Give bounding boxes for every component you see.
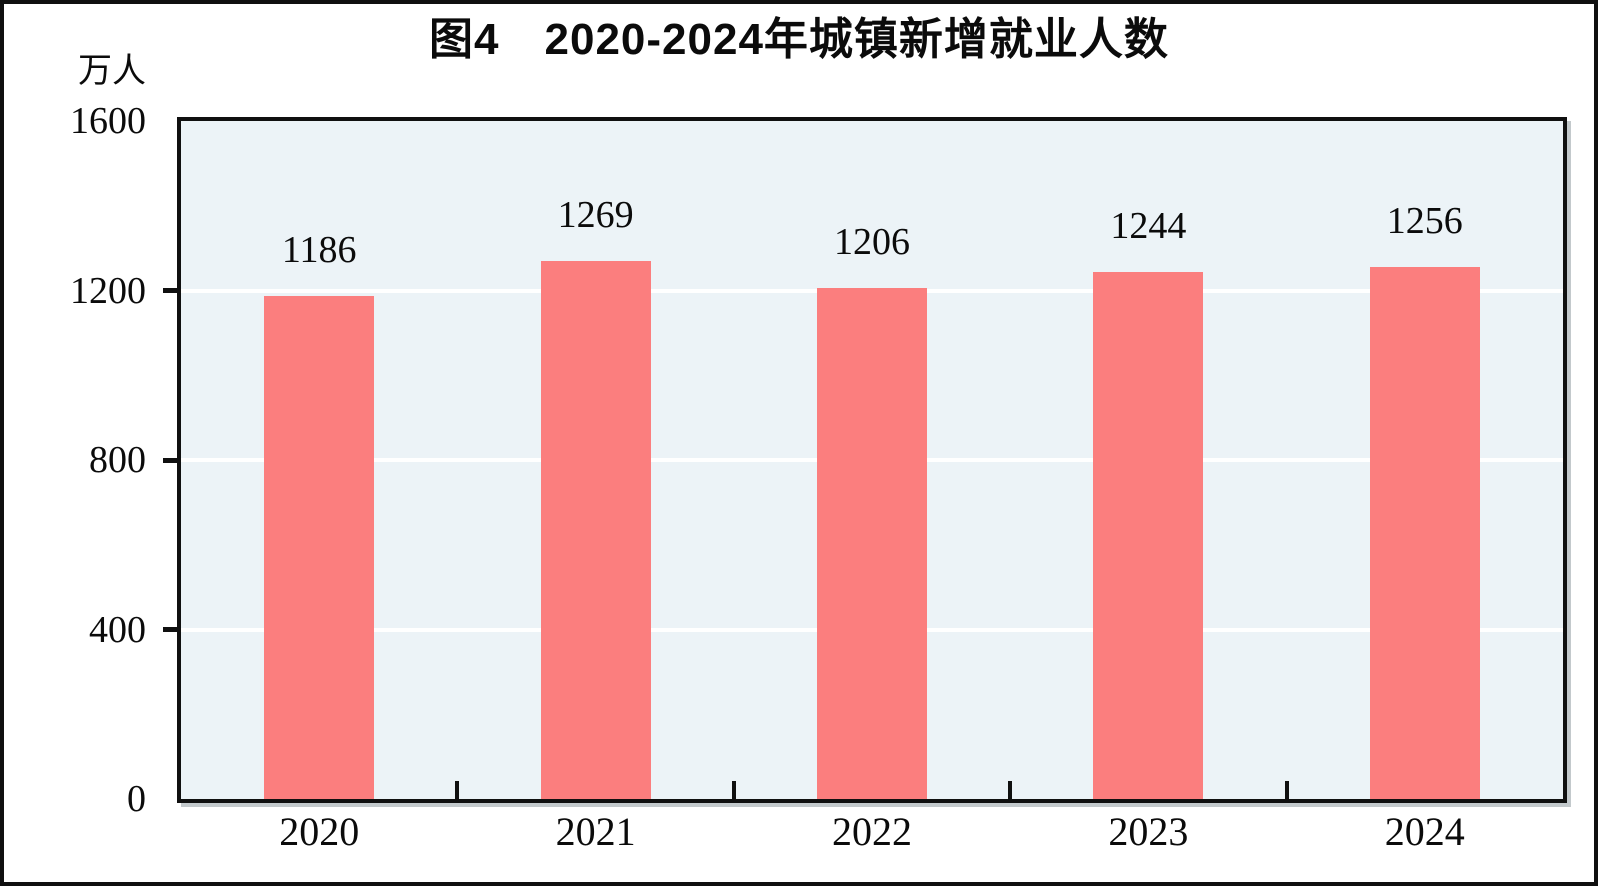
plot-inner: 1186 1269 1206 1244 1256 — [181, 121, 1563, 799]
x-axis-label-2022: 2022 — [832, 809, 912, 854]
bar-2023 — [1093, 271, 1204, 799]
y-axis-label-400: 400 — [89, 608, 146, 651]
y-axis-tick-800 — [163, 457, 177, 463]
y-axis-tick-1200 — [163, 288, 177, 293]
bar-2021 — [540, 261, 651, 799]
chart-title: 图4 2020-2024年城镇新增就业人数 — [429, 15, 1169, 64]
x-axis-tick — [1008, 781, 1013, 799]
bar-value-label-2024: 1256 — [1386, 199, 1463, 242]
x-axis-label-2024: 2024 — [1384, 809, 1465, 854]
y-axis-label-1600: 1600 — [70, 100, 146, 142]
x-axis-label-2023: 2023 — [1108, 809, 1189, 854]
bar-2024 — [1369, 266, 1480, 799]
y-axis-tick-400 — [163, 627, 177, 632]
bar-value-label-2023: 1244 — [1110, 204, 1187, 247]
x-axis-tick — [1284, 781, 1289, 799]
bar-value-label-2021: 1269 — [557, 194, 634, 237]
plot-area: 1186 1269 1206 1244 1256 — [177, 117, 1567, 803]
y-axis-label-1200: 1200 — [70, 269, 146, 312]
bar-2022 — [817, 287, 927, 799]
y-axis-label-800: 800 — [89, 439, 146, 481]
y-axis-label-0: 0 — [127, 778, 146, 820]
x-axis-tick — [731, 781, 736, 799]
bar-value-label-2022: 1206 — [834, 220, 910, 263]
x-axis-label-2021: 2021 — [555, 809, 636, 854]
bar-2020 — [264, 296, 375, 799]
x-axis-label-2020: 2020 — [279, 809, 360, 854]
y-axis-unit-label: 万人 — [78, 53, 146, 90]
bar-value-label-2020: 1186 — [281, 229, 357, 272]
x-axis-tick — [455, 781, 460, 799]
